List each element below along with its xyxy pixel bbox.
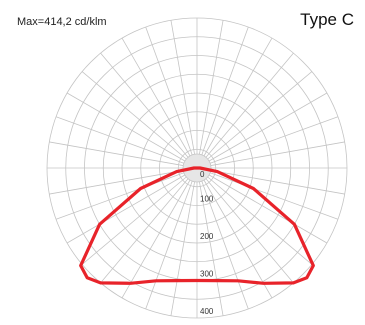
grid-spoke [207,71,313,160]
grid-spoke [81,71,187,160]
grid-spoke [170,20,195,155]
grid-spoke [210,116,339,164]
radial-tick-label: 300 [200,270,214,279]
grid-spoke [170,181,195,316]
grid-spoke [199,20,224,155]
grid-spoke [145,181,193,310]
radial-tick-label: 400 [200,307,214,316]
grid-spoke [100,178,189,284]
grid-spoke [205,52,294,158]
grid-spoke [66,92,186,162]
radial-tick-label: 0 [200,170,205,179]
radial-tick-label: 100 [200,195,214,204]
grid-spoke [199,181,224,316]
grid-spoke [55,116,184,164]
intensity-curve-layer [79,166,315,285]
grid-spoke [210,141,345,166]
grid-spoke [208,92,328,162]
radial-tick-labels: 0 100 200 300 400 [200,170,214,316]
grid-spoke [201,26,249,155]
grid-spoke [81,176,187,265]
grid-spoke [210,172,339,220]
photometry-type-label: Type C [300,10,354,29]
max-intensity-label: Max=414,2 cd/klm [17,16,107,28]
grid-spoke [55,172,184,220]
grid-spoke [210,170,345,195]
grid-spoke [100,52,189,158]
grid-spoke [121,179,191,299]
grid-spoke [145,26,193,155]
grid-spoke [66,174,186,244]
grid-spoke [201,181,249,310]
grid-spoke [208,174,328,244]
grid-spoke [121,37,191,157]
intensity-curve [79,166,315,285]
grid-spoke [49,170,184,195]
polar-grid [46,17,348,319]
grid-spoke [49,141,184,166]
radial-tick-label: 200 [200,232,214,241]
grid-spoke [203,179,273,299]
grid-spoke [203,37,273,157]
grid-spoke [207,176,313,265]
grid-spoke [205,178,294,284]
